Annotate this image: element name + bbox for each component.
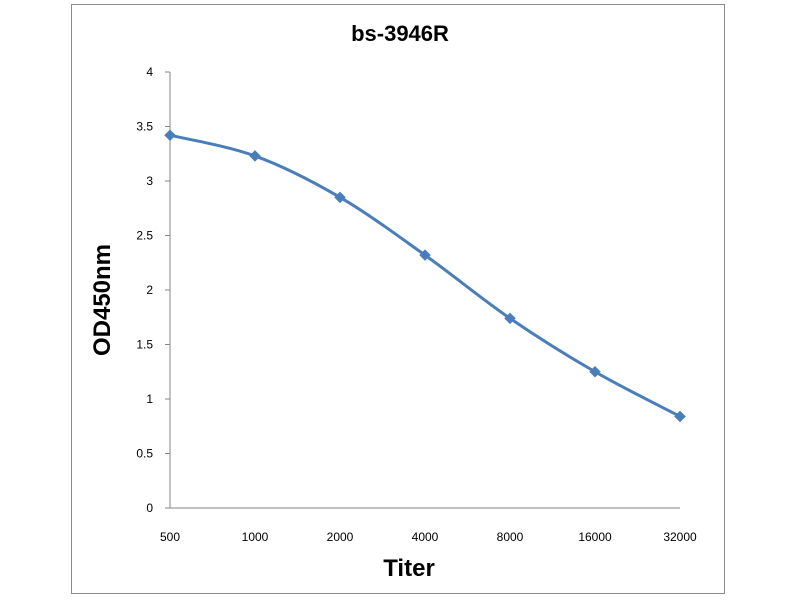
y-tick-label: 2.5 — [136, 229, 153, 243]
y-tick-label: 2 — [146, 283, 153, 297]
x-tick-label: 1000 — [242, 530, 269, 544]
y-tick-label: 4 — [146, 65, 153, 79]
data-point-marker — [164, 129, 176, 142]
series-layer — [164, 129, 686, 423]
y-axis-label: OD450nm — [89, 244, 116, 356]
chart-title: bs-3946R — [351, 21, 449, 46]
y-tick-label: 3.5 — [136, 120, 153, 134]
x-tick-label: 16000 — [578, 530, 612, 544]
x-axis-label: Titer — [383, 555, 435, 582]
y-tick-label: 0 — [146, 501, 153, 515]
y-tick-label: 0.5 — [136, 447, 153, 461]
data-point-marker — [334, 191, 346, 204]
data-point-marker — [504, 312, 516, 325]
chart-frame — [71, 4, 725, 594]
x-tick-label: 32000 — [663, 530, 697, 544]
data-point-marker — [419, 249, 431, 261]
x-tick-label: 8000 — [497, 530, 524, 544]
x-tick-label: 500 — [160, 530, 180, 544]
data-point-marker — [674, 410, 686, 423]
x-tick-label: 2000 — [327, 530, 354, 544]
y-tick-label: 1 — [146, 392, 153, 406]
series-line — [169, 133, 681, 418]
y-tick-label: 1.5 — [136, 338, 153, 352]
y-axis-ticks: 0 0.5 1 1.5 2 2.5 3 3.5 4 — [136, 65, 170, 515]
x-axis-ticks: 500 1000 2000 4000 8000 16000 32000 — [160, 530, 697, 544]
x-tick-label: 4000 — [412, 530, 439, 544]
y-tick-label: 3 — [146, 174, 153, 188]
data-point-marker — [249, 150, 261, 162]
data-point-marker — [589, 365, 601, 378]
